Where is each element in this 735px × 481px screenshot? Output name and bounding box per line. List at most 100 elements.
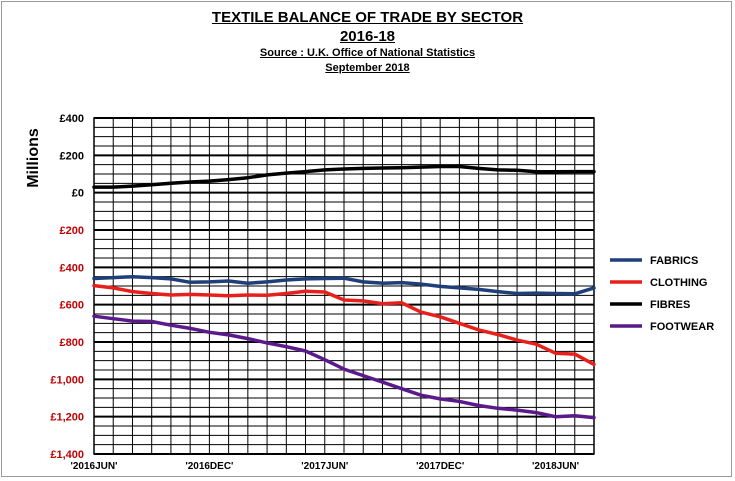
- data-point-footwear: [131, 320, 134, 322]
- data-point-footwear: [228, 334, 230, 336]
- data-point-footwear: [170, 324, 172, 326]
- data-point-footwear: [478, 404, 480, 407]
- y-tick-label: £1,400: [50, 449, 84, 461]
- data-point-footwear: [362, 375, 364, 377]
- data-point-fabrics: [439, 285, 441, 287]
- data-point-footwear: [112, 318, 114, 320]
- data-point-fabrics: [343, 277, 345, 279]
- data-point-fabrics: [401, 282, 403, 284]
- data-point-fabrics: [151, 277, 153, 279]
- data-point-clothing: [189, 293, 191, 295]
- data-point-clothing: [112, 287, 114, 289]
- data-point-fibres: [151, 184, 153, 186]
- data-point-footwear: [266, 342, 268, 344]
- data-point-fibres: [535, 171, 537, 173]
- data-point-clothing: [535, 343, 537, 345]
- data-point-fabrics: [362, 281, 364, 283]
- data-point-fabrics: [112, 277, 114, 279]
- x-tick-label: '2016JUN': [70, 461, 117, 472]
- data-point-fabrics: [420, 283, 422, 285]
- y-tick-label: £800: [60, 337, 84, 349]
- title-block: TEXTILE BALANCE OF TRADE BY SECTOR 2016-…: [2, 8, 733, 76]
- data-point-fabrics: [131, 276, 134, 278]
- data-point-clothing: [93, 285, 95, 287]
- data-point-fibres: [362, 167, 364, 169]
- legend: FABRICS CLOTHING FIBRES FOOTWEAR: [610, 255, 714, 333]
- data-point-clothing: [574, 353, 576, 355]
- y-tick-label: £600: [60, 300, 84, 312]
- data-point-footwear: [439, 398, 441, 400]
- data-point-fibres: [516, 169, 518, 171]
- chart-source: Source : U.K. Office of National Statist…: [259, 47, 476, 59]
- data-point-clothing: [516, 339, 518, 341]
- data-point-clothing: [593, 363, 595, 365]
- data-point-fibres: [112, 186, 114, 188]
- data-point-footwear: [285, 346, 287, 348]
- data-point-footwear: [247, 338, 249, 340]
- data-point-fibres: [304, 170, 307, 173]
- data-point-footwear: [574, 415, 576, 417]
- data-point-clothing: [478, 329, 480, 331]
- data-point-fabrics: [189, 281, 191, 283]
- y-tick-label: £200: [60, 225, 84, 237]
- data-point-footwear: [516, 409, 518, 411]
- chart-title: TEXTILE BALANCE OF TRADE BY SECTOR: [211, 9, 524, 26]
- data-point-fabrics: [228, 280, 230, 282]
- data-point-footwear: [343, 368, 345, 370]
- data-point-fibres: [497, 169, 499, 171]
- data-point-fabrics: [285, 279, 287, 281]
- data-point-footwear: [593, 417, 595, 419]
- data-point-fibres: [170, 182, 172, 184]
- data-point-fabrics: [458, 287, 460, 289]
- legend-label-fibres: FIBRES: [650, 299, 690, 311]
- data-point-clothing: [554, 352, 557, 354]
- x-tick-label: '2016DEC': [185, 461, 233, 472]
- data-point-footwear: [497, 407, 499, 409]
- legend-label-fabrics: FABRICS: [650, 255, 698, 267]
- data-point-clothing: [324, 291, 326, 293]
- data-point-fibres: [554, 171, 557, 173]
- x-tick-label: '2018JUN': [532, 461, 579, 472]
- data-point-footwear: [381, 381, 384, 383]
- chart-date-note: September 2018: [325, 62, 410, 74]
- data-point-clothing: [497, 333, 499, 336]
- data-point-fabrics: [93, 277, 95, 280]
- y-tick-label: £200: [60, 150, 84, 162]
- data-point-clothing: [401, 302, 403, 304]
- series-lines: [92, 164, 596, 420]
- data-point-fabrics: [497, 291, 499, 293]
- data-point-footwear: [535, 411, 537, 414]
- data-point-fibres: [574, 170, 576, 173]
- data-point-clothing: [343, 299, 345, 301]
- data-point-fabrics: [593, 287, 595, 289]
- legend-label-clothing: CLOTHING: [650, 277, 707, 289]
- data-point-clothing: [458, 322, 460, 324]
- data-point-clothing: [420, 311, 422, 313]
- data-point-footwear: [324, 359, 326, 361]
- legend-label-footwear: FOOTWEAR: [650, 321, 714, 333]
- data-point-footwear: [304, 350, 307, 352]
- data-point-fibres: [266, 174, 268, 176]
- data-point-footwear: [208, 331, 210, 333]
- data-point-clothing: [381, 303, 384, 305]
- data-point-fibres: [189, 181, 191, 183]
- data-point-fibres: [343, 168, 345, 170]
- data-point-footwear: [189, 327, 191, 329]
- data-point-clothing: [266, 294, 268, 296]
- data-point-footwear: [401, 388, 403, 390]
- data-point-clothing: [228, 295, 230, 297]
- data-point-fabrics: [478, 288, 480, 290]
- data-point-clothing: [170, 294, 172, 296]
- data-point-fabrics: [170, 278, 172, 280]
- data-point-fabrics: [535, 292, 537, 294]
- data-point-fibres: [401, 167, 403, 169]
- data-point-footwear: [554, 416, 557, 418]
- data-point-footwear: [151, 320, 153, 323]
- data-point-fibres: [131, 185, 134, 187]
- y-tick-label: £1,200: [50, 412, 84, 424]
- data-point-fabrics: [266, 281, 268, 283]
- data-point-fabrics: [381, 282, 384, 284]
- data-point-clothing: [304, 290, 307, 292]
- data-point-fabrics: [208, 281, 210, 283]
